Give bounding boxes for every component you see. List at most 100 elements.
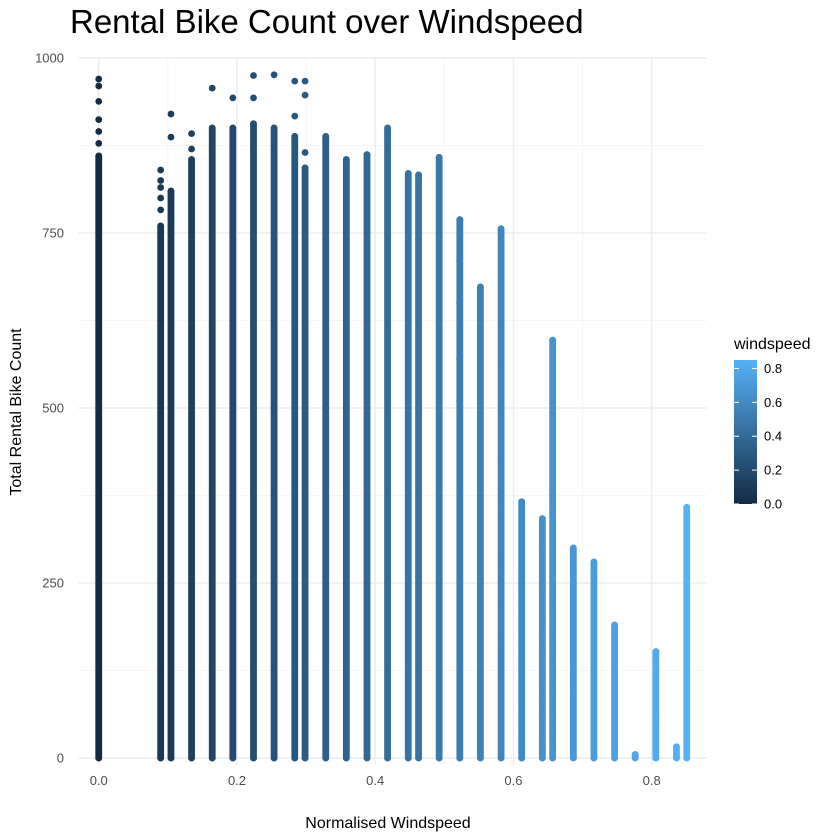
data-point [549,677,557,685]
data-point-column [342,156,350,762]
data-points [95,71,691,762]
legend-colorbar [734,360,757,504]
legend-tick-label: 0.2 [764,463,782,478]
data-point [497,597,505,604]
data-point [549,754,557,762]
data-point [652,716,660,723]
data-point [95,152,103,160]
data-point [538,541,546,548]
data-point [683,754,691,762]
data-point [518,614,526,622]
data-point [157,754,165,762]
data-point [497,459,505,466]
data-point [497,649,505,657]
data-point [538,646,546,653]
data-point [322,133,330,140]
data-point [497,225,505,233]
data-point-column [435,154,443,762]
data-point [270,71,278,79]
data-point-column [569,544,577,762]
data-point [456,754,464,762]
grid-lines [78,57,707,765]
data-point [456,397,464,405]
data-point [301,91,309,99]
data-point [590,558,598,566]
data-point [549,336,557,344]
data-point [497,509,505,517]
data-point [652,648,660,655]
chart-title: Rental Bike Count over Windspeed [70,3,584,40]
data-point [611,621,618,629]
data-point [208,124,216,132]
legend-tick-label: 0.4 [764,429,782,444]
data-point [435,326,443,333]
data-point [538,695,546,702]
data-point-column [477,283,484,762]
data-point-column [415,171,422,762]
data-point [477,283,484,291]
data-point [250,754,257,762]
data-point-column [270,124,278,762]
data-point-column [157,222,165,762]
data-point [673,743,680,751]
data-point [435,348,443,356]
data-point [157,177,165,184]
data-point [167,754,175,762]
data-point [497,660,505,667]
data-point [301,77,309,85]
data-point [95,140,103,147]
data-point [95,98,103,105]
data-point [476,527,484,534]
data-point [291,754,299,762]
data-point [167,187,175,195]
data-point [549,656,557,664]
data-point [683,504,691,511]
data-point [435,264,443,272]
x-tick-label: 0.8 [643,773,661,788]
data-point [538,754,546,762]
data-point [291,112,299,120]
data-point-column [652,648,660,762]
data-point [497,499,505,506]
data-point [250,120,257,128]
data-point [538,583,546,590]
data-point [95,754,103,762]
data-point [518,583,526,590]
x-axis-tick-labels: 0.0 0.2 0.4 0.6 0.8 [90,773,661,788]
data-point [497,485,505,492]
data-point [518,749,526,756]
y-tick-label: 500 [42,401,64,416]
data-point [456,355,464,363]
data-point [538,604,546,611]
data-point [250,72,257,79]
data-point [167,133,175,141]
data-point [590,753,598,760]
data-point [549,635,557,643]
data-point [518,723,526,730]
data-point [538,746,546,753]
data-point [549,604,557,611]
data-point [456,257,464,265]
data-point-column [188,156,195,762]
data-point [270,124,278,132]
legend-tick-labels: 0.0 0.2 0.4 0.6 0.8 [734,361,782,512]
data-point [95,128,103,135]
y-tick-label: 0 [57,751,64,766]
data-point [435,306,443,314]
data-point [456,299,464,307]
data-point [549,574,557,581]
data-point [497,670,505,678]
data-point-column [250,120,257,762]
data-point [435,154,443,161]
data-point [157,206,165,214]
data-point [456,216,464,224]
data-point [188,130,195,138]
data-point [538,723,546,730]
data-point [518,597,526,604]
data-point [435,257,443,265]
data-point [301,754,309,762]
data-point [476,492,484,499]
data-point [291,77,299,85]
legend-tick-label: 0.6 [764,395,782,410]
